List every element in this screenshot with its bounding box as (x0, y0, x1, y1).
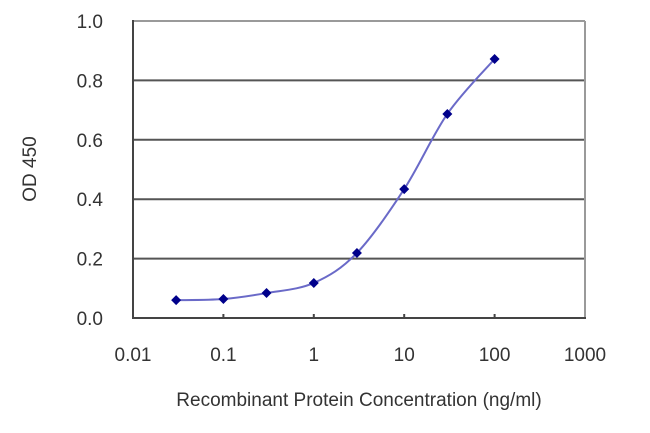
data-point-marker (218, 293, 229, 304)
y-tick-labels: 0.0 0.2 0.4 0.6 0.8 1.0 (77, 12, 104, 330)
x-ticks (222, 314, 496, 318)
data-point-marker (351, 247, 362, 258)
data-point-marker (261, 288, 272, 299)
y-tick-label: 0.2 (77, 250, 103, 271)
y-tick-label: 0.8 (77, 71, 103, 92)
grid-lines (133, 79, 585, 260)
data-point-marker (489, 54, 500, 65)
data-series (171, 54, 500, 306)
data-point-marker (171, 295, 182, 306)
x-tick-label: 100 (479, 345, 511, 366)
y-axis-title: OD 450 (20, 136, 41, 201)
data-point-marker (399, 184, 410, 195)
x-tick-label: 0.1 (210, 345, 236, 366)
x-tick-labels: 0.01 0.1 1 10 100 1000 (115, 345, 607, 366)
x-axis-title: Recombinant Protein Concentration (ng/ml… (176, 390, 541, 411)
x-tick-label: 10 (394, 345, 415, 366)
plot-frame (132, 20, 586, 319)
data-point-marker (442, 108, 453, 119)
x-tick-label: 1 (309, 345, 320, 366)
y-tick-label: 0.0 (77, 309, 103, 330)
series-line (176, 58, 496, 302)
y-tick-label: 0.6 (77, 131, 103, 152)
y-tick-label: 1.0 (77, 12, 103, 33)
x-tick-label: 1000 (564, 345, 606, 366)
x-tick-label: 0.01 (115, 345, 152, 366)
y-tick-label: 0.4 (77, 190, 104, 211)
data-point-marker (308, 277, 319, 288)
